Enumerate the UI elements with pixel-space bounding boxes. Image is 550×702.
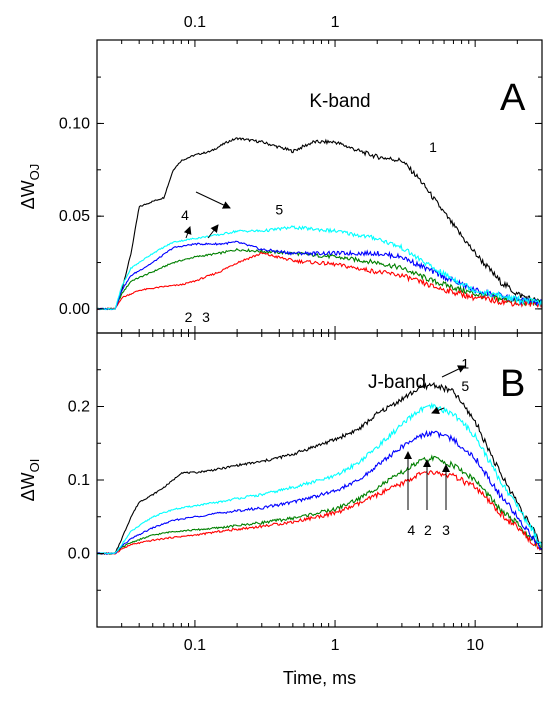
curve-number-label: 3 bbox=[202, 309, 210, 325]
y-axis-title: ΔWOJ bbox=[18, 164, 42, 210]
panel-b: 0.0 0.1 0.2 ΔWOI B J-band 1 5 4 2 3 bbox=[18, 332, 543, 628]
panel-a: 0.00 0.05 0.10 ΔWOJ A K-band 1 4 5 2 3 bbox=[18, 39, 543, 334]
series-3-line bbox=[97, 470, 542, 555]
panel-letter: A bbox=[500, 77, 526, 119]
y-axis-title-subscript: OJ bbox=[27, 164, 42, 181]
annotation-arrow bbox=[441, 365, 466, 378]
band-label: K-band bbox=[309, 91, 370, 112]
y-axis-title-main: ΔW bbox=[18, 180, 38, 209]
x-tick-label-top: 0.1 bbox=[184, 14, 206, 31]
annotation-arrow bbox=[207, 224, 219, 239]
series-2-line bbox=[97, 454, 542, 555]
curve-number-label: 1 bbox=[429, 139, 437, 155]
curve-number-label: 4 bbox=[407, 522, 415, 538]
curve-number-label: 5 bbox=[461, 378, 469, 394]
curve-number-label: 4 bbox=[181, 207, 189, 223]
curve-number-label: 1 bbox=[461, 355, 469, 371]
series-group bbox=[97, 137, 542, 311]
series-5-line bbox=[97, 225, 542, 311]
annotation-arrow bbox=[431, 406, 445, 414]
series-4-line bbox=[97, 429, 542, 555]
x-tick-label-bottom: 0.1 bbox=[184, 637, 206, 654]
y-tick-label: 0.10 bbox=[59, 115, 90, 132]
annotation-arrow bbox=[183, 226, 192, 239]
curve-number-label: 5 bbox=[275, 201, 283, 217]
x-tick-label-bottom: 1 bbox=[331, 637, 340, 654]
series-2-line bbox=[97, 247, 542, 311]
series-3-line bbox=[97, 251, 542, 311]
y-tick-label: 0.0 bbox=[68, 546, 90, 563]
x-tick-label-top: 1 bbox=[331, 14, 340, 31]
series-1-line bbox=[97, 137, 542, 311]
y-axis-title-main: ΔW bbox=[18, 472, 38, 501]
curve-number-label: 2 bbox=[424, 522, 432, 538]
curve-number-label: 2 bbox=[185, 309, 193, 325]
series-5-line bbox=[97, 402, 542, 555]
y-tick-label: 0.1 bbox=[68, 472, 90, 489]
series-group bbox=[97, 381, 542, 555]
y-tick-label: 0.00 bbox=[59, 301, 90, 318]
x-tick-label-bottom: 10 bbox=[466, 637, 484, 654]
y-tick-label: 0.05 bbox=[59, 208, 90, 225]
y-axis-title-subscript: OI bbox=[27, 459, 42, 473]
annotation-arrow bbox=[195, 191, 231, 209]
y-axis-title: ΔWOI bbox=[18, 459, 42, 502]
panel-letter: B bbox=[500, 363, 525, 405]
x-axis-title: Time, ms bbox=[283, 668, 356, 688]
band-label: J-band bbox=[368, 372, 426, 393]
series-1-line bbox=[97, 381, 542, 555]
y-tick-label: 0.2 bbox=[68, 399, 90, 416]
plot-frame bbox=[96, 39, 543, 334]
curve-number-label: 3 bbox=[442, 522, 450, 538]
